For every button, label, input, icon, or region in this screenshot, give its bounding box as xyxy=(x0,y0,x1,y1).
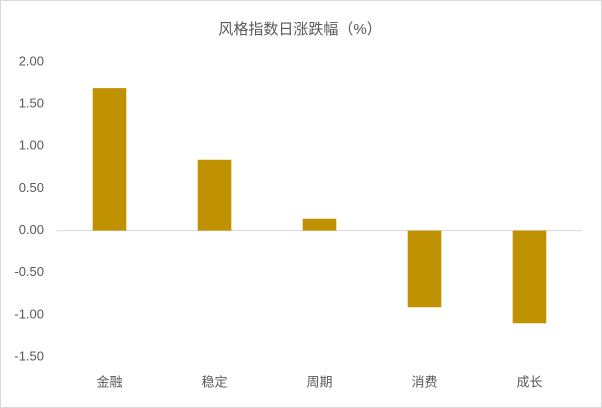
bar xyxy=(302,218,337,231)
x-tick-label: 成长 xyxy=(516,374,542,389)
y-tick-label: -1.00 xyxy=(14,306,44,321)
x-tick-label: 周期 xyxy=(306,374,332,389)
y-tick-label: -1.50 xyxy=(14,348,44,363)
bar xyxy=(407,230,442,308)
chart-title: 风格指数日涨跌幅（%） xyxy=(218,21,381,38)
y-tick-label: 2.00 xyxy=(19,53,44,68)
x-tick-label: 稳定 xyxy=(201,374,227,389)
x-tick-label: 金融 xyxy=(96,374,122,389)
y-tick-label: -0.50 xyxy=(14,264,44,279)
bar xyxy=(197,159,232,231)
bar xyxy=(512,230,547,324)
x-tick-label: 消费 xyxy=(411,374,437,389)
y-tick-label: 0.00 xyxy=(19,222,44,237)
y-tick-label: 1.50 xyxy=(19,96,44,111)
y-tick-label: 0.50 xyxy=(19,180,44,195)
y-tick-label: 1.00 xyxy=(19,138,44,153)
bar xyxy=(92,88,127,231)
